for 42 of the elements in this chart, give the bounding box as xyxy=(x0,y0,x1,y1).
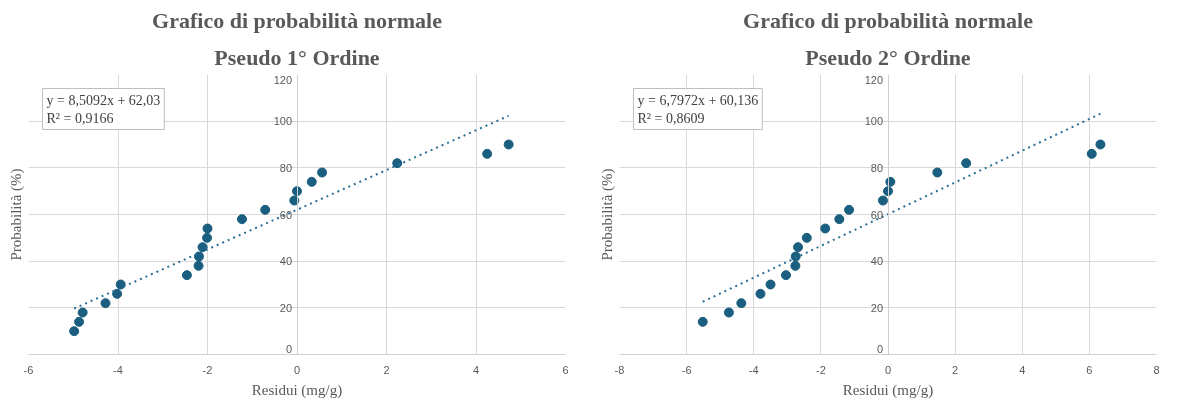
x-tick-label: 4 xyxy=(472,363,480,376)
x-tick-label: 4 xyxy=(1019,363,1026,376)
annotation: R² = 0,9166 xyxy=(46,110,114,126)
x-tick-label: -4 xyxy=(113,363,123,376)
x-tick-label: 8 xyxy=(1153,363,1160,376)
x-tick-label: -4 xyxy=(748,363,759,376)
x-tick-label: -6 xyxy=(681,363,692,376)
y-tick-label: 100 xyxy=(864,115,884,128)
y-tick-label: 60 xyxy=(279,208,293,221)
x-axis-title: Residui (mg/g) xyxy=(251,381,343,399)
x-tick-label: 6 xyxy=(1086,363,1093,376)
annotation: R² = 0,8609 xyxy=(637,110,705,126)
y-tick-label: 60 xyxy=(870,208,884,221)
y-tick-label: 40 xyxy=(279,255,293,268)
x-tick-label: 0 xyxy=(884,363,892,376)
y-axis-title: Probabilità (%) xyxy=(598,168,616,261)
x-tick-label: 0 xyxy=(293,363,301,376)
y-tick-label: 20 xyxy=(870,301,884,314)
x-tick-label: 2 xyxy=(952,363,959,376)
y-tick-label: 100 xyxy=(273,115,293,128)
y-tick-label: 40 xyxy=(870,255,884,268)
y-tick-label: 0 xyxy=(285,342,293,355)
annotation: y = 8,5092x + 62,03 xyxy=(46,92,161,108)
chart-subtitle: Pseudo 1° Ordine xyxy=(214,44,380,70)
y-tick-label: 80 xyxy=(870,161,884,174)
x-tick-label: 2 xyxy=(383,363,390,376)
y-tick-label: 120 xyxy=(273,73,293,86)
x-tick-label: -2 xyxy=(202,363,213,376)
x-tick-label: 6 xyxy=(562,363,569,376)
annotation: y = 6,7972x + 60,136 xyxy=(637,92,759,108)
chart-title: Grafico di probabilità normale xyxy=(743,7,1034,33)
y-tick-label: 20 xyxy=(279,301,293,314)
x-axis-title: Residui (mg/g) xyxy=(842,381,934,399)
x-tick-label: -8 xyxy=(614,363,625,376)
y-tick-label: 0 xyxy=(876,342,884,355)
chart-subtitle: Pseudo 2° Ordine xyxy=(805,44,971,70)
x-tick-label: -2 xyxy=(815,363,826,376)
y-tick-label: 120 xyxy=(864,73,884,86)
chart-title: Grafico di probabilità normale xyxy=(152,7,443,33)
y-tick-label: 80 xyxy=(279,161,293,174)
y-axis-title: Probabilità (%) xyxy=(7,168,25,261)
x-tick-label: -6 xyxy=(23,363,34,376)
